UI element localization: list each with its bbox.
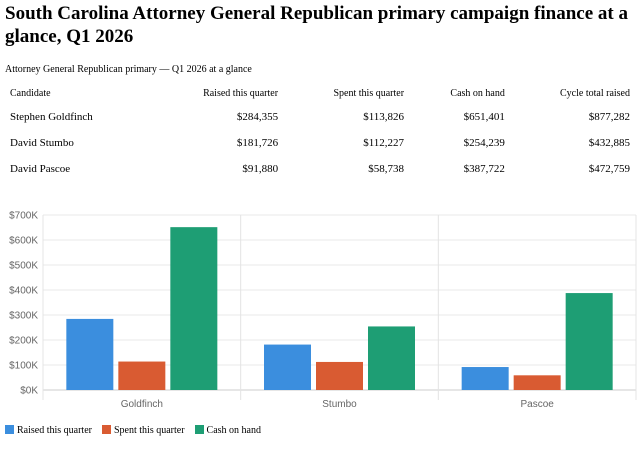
value-cell: $91,880 — [242, 163, 279, 175]
y-tick-label: $500K — [9, 261, 38, 272]
col-header: Candidate — [10, 87, 51, 99]
y-tick-label: $100K — [9, 361, 38, 372]
bar — [118, 361, 166, 390]
table-caption: Attorney General Republican primary — Q1… — [5, 64, 252, 75]
bar — [316, 361, 363, 390]
bar — [264, 344, 311, 390]
candidate-cell: David Pascoe — [10, 163, 71, 175]
legend-label: Raised this quarter — [17, 425, 92, 436]
bar — [66, 318, 114, 390]
legend-label: Cash on hand — [206, 425, 261, 436]
legend-item: Raised this quarter — [5, 425, 92, 436]
chart-legend: Raised this quarter Spent this quarter Cas… — [5, 425, 261, 436]
value-cell: $112,227 — [363, 137, 405, 149]
bar — [368, 326, 415, 390]
col-header: Raised this quarter — [203, 87, 279, 99]
legend-label: Spent this quarter — [113, 425, 185, 436]
legend-swatch — [194, 425, 204, 434]
bar — [513, 375, 561, 390]
value-cell: $58,738 — [368, 163, 405, 175]
legend-swatch — [5, 425, 14, 434]
value-cell: $877,282 — [588, 111, 630, 123]
value-cell: $651,401 — [463, 111, 505, 123]
bar — [170, 227, 218, 390]
y-tick-label: $700K — [9, 211, 38, 222]
value-cell: $284,355 — [236, 111, 279, 123]
value-cell: $254,239 — [463, 137, 505, 149]
value-cell: $387,722 — [463, 163, 505, 175]
table-row: David Pascoe $91,880 $58,738 $387,722 $472,7… — [5, 156, 635, 182]
legend-swatch — [101, 425, 111, 434]
y-tick-label: $400K — [9, 286, 38, 297]
legend-item: Cash on hand — [194, 425, 261, 436]
bar-chart: $0K $100K $200K $300K $400K $500K $600K $700K Go… — [9, 211, 637, 410]
table-row: David Stumbo $181,726 $112,227 $254,239 $432… — [5, 130, 635, 156]
y-tick-label: $300K — [9, 311, 38, 322]
value-cell: $113,826 — [363, 111, 405, 123]
finance-table: Candidate Raised this quarter Spent this… — [5, 82, 635, 182]
bar — [461, 367, 509, 390]
col-header: Cash on hand — [450, 87, 505, 99]
value-cell: $432,885 — [588, 137, 630, 149]
col-header: Cycle total raised — [560, 87, 630, 99]
x-tick-label: Goldfinch — [121, 399, 163, 410]
value-cell: $472,759 — [588, 163, 630, 175]
col-header: Spent this quarter — [333, 87, 405, 99]
y-tick-label: $600K — [9, 236, 38, 247]
candidate-cell: David Stumbo — [10, 137, 74, 149]
value-cell: $181,726 — [236, 137, 279, 149]
page-title: South Carolina Attorney General Republic… — [5, 3, 628, 47]
x-tick-label: Pascoe — [520, 399, 554, 410]
table-row: Stephen Goldfinch $284,355 $113,826 $651,40… — [5, 104, 635, 130]
y-tick-label: $0K — [20, 386, 38, 397]
x-tick-label: Stumbo — [322, 399, 357, 410]
bar — [565, 293, 613, 390]
y-tick-label: $200K — [9, 336, 38, 347]
legend-item: Spent this quarter — [101, 425, 185, 436]
candidate-cell: Stephen Goldfinch — [10, 111, 93, 123]
